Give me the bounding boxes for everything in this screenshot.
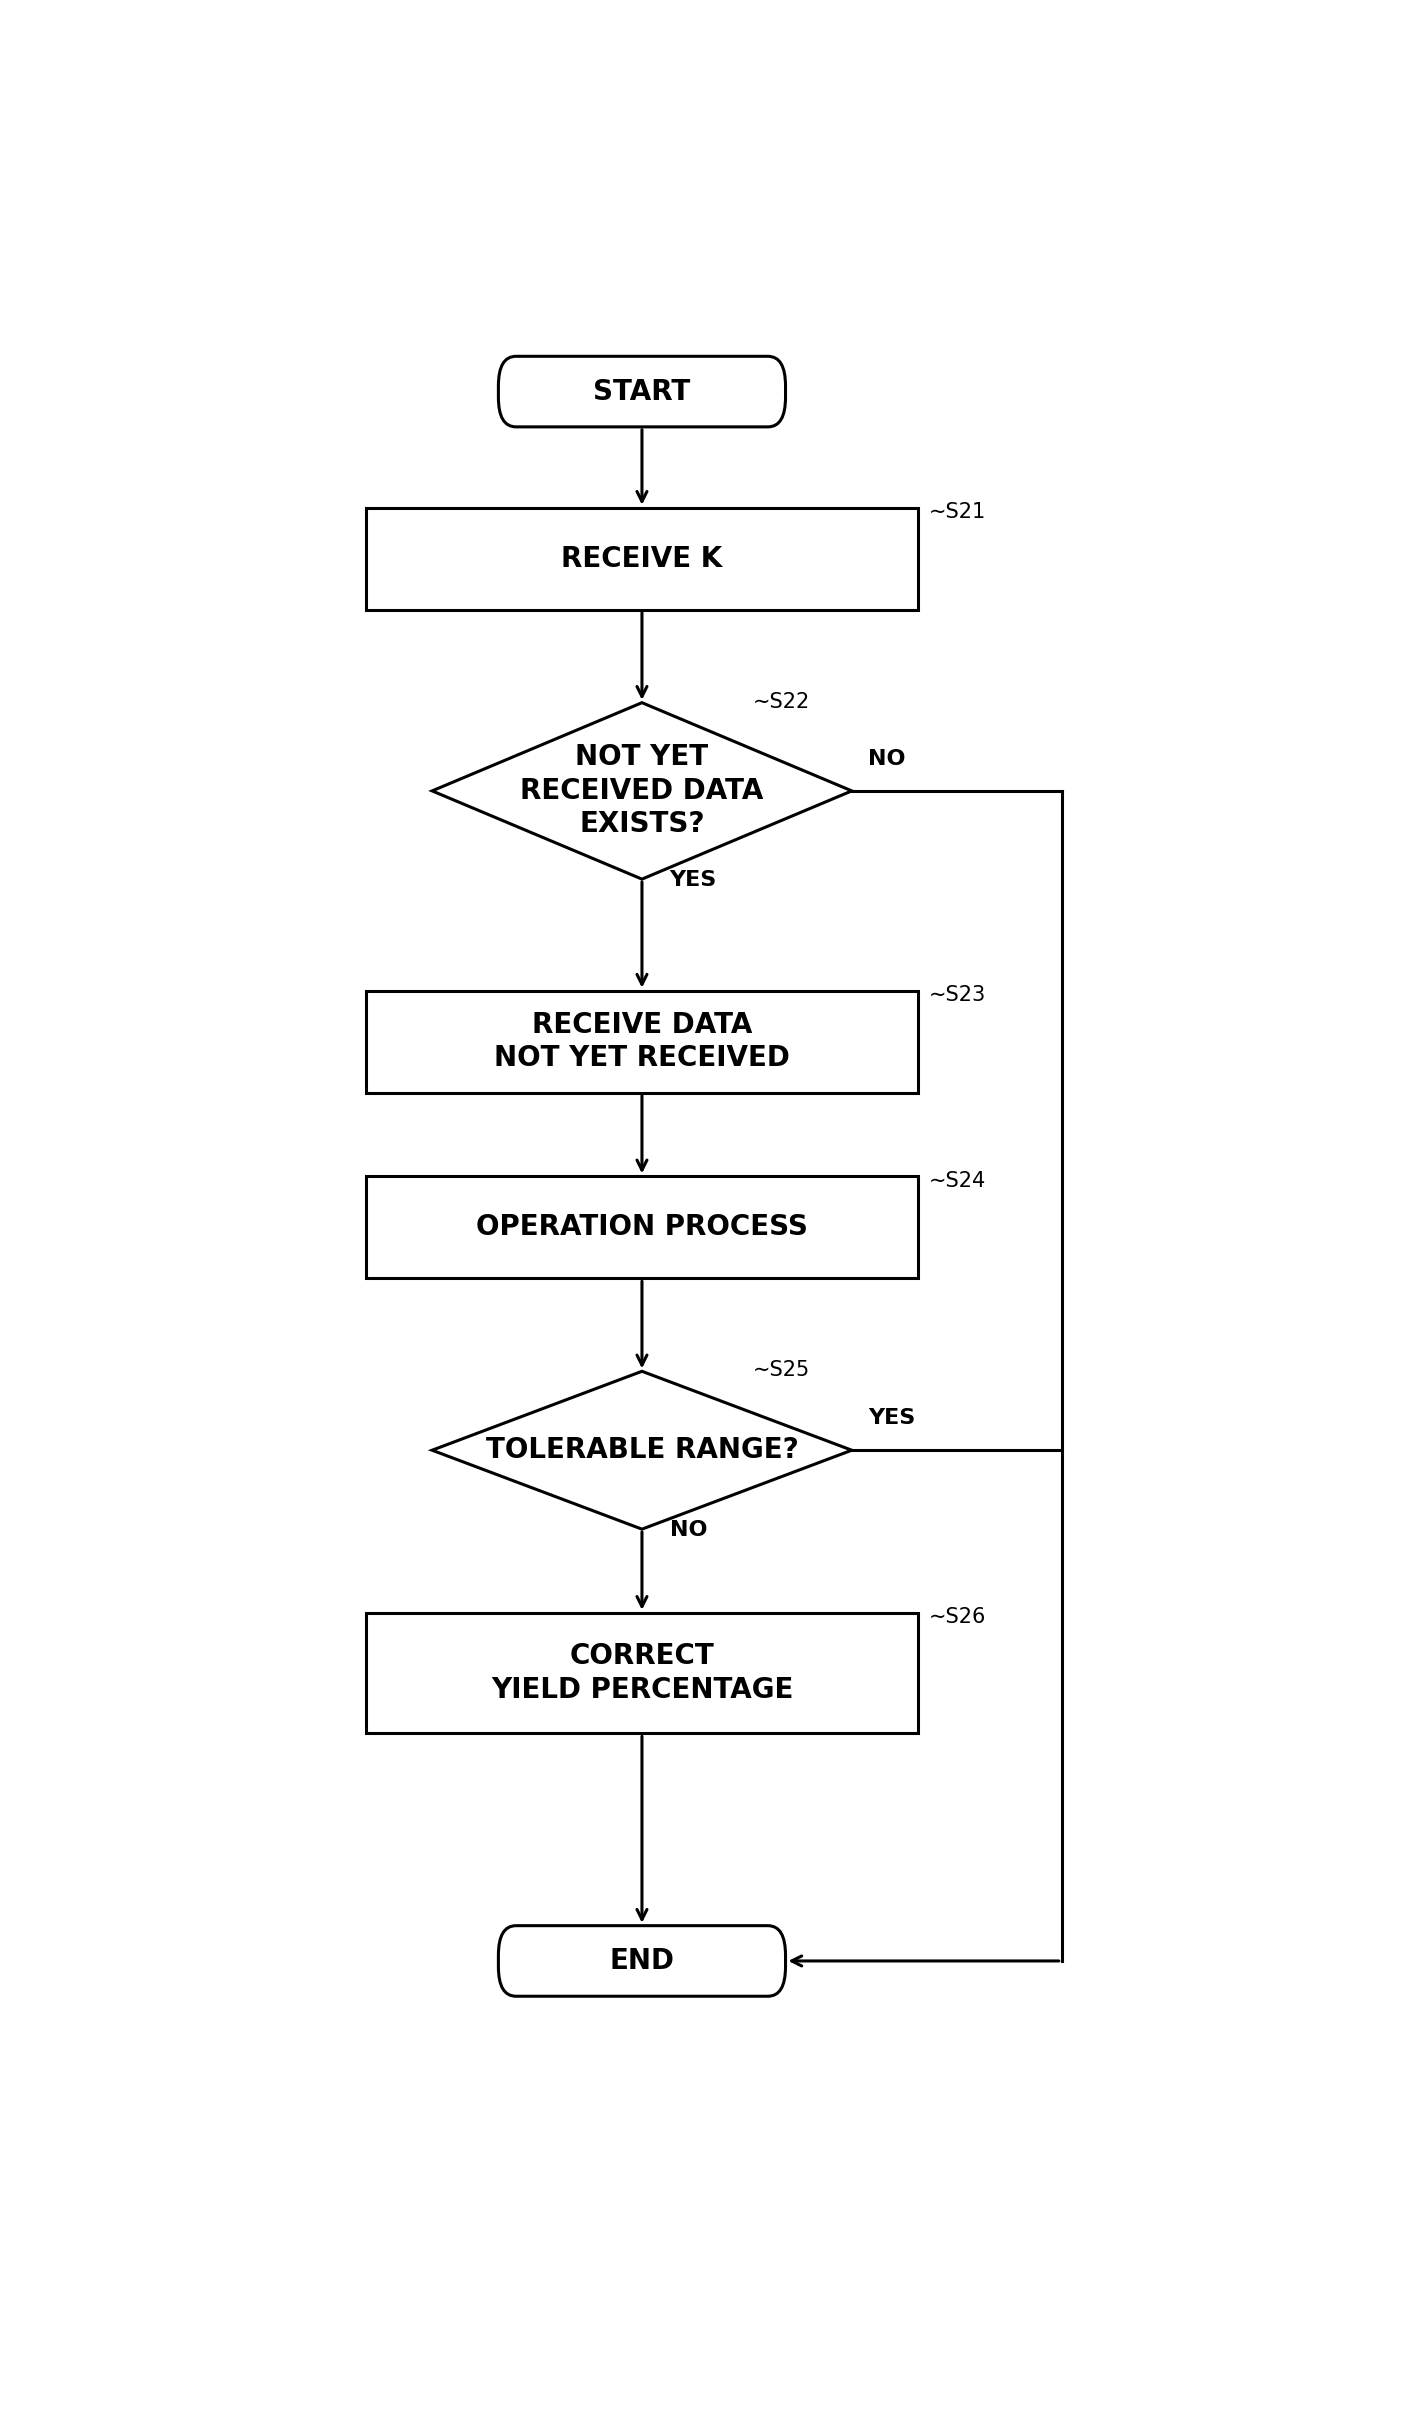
Text: YES: YES — [868, 1409, 916, 1428]
Text: ∼S22: ∼S22 — [752, 692, 809, 712]
Text: OPERATION PROCESS: OPERATION PROCESS — [476, 1213, 808, 1242]
Text: NO: NO — [868, 748, 906, 769]
Text: ∼S24: ∼S24 — [929, 1170, 986, 1192]
Bar — [366, 1177, 918, 1278]
Bar — [366, 1614, 918, 1734]
Polygon shape — [432, 1372, 852, 1529]
Text: RECEIVE K: RECEIVE K — [561, 545, 722, 572]
Text: CORRECT
YIELD PERCENTAGE: CORRECT YIELD PERCENTAGE — [490, 1643, 794, 1703]
Bar — [366, 991, 918, 1093]
FancyBboxPatch shape — [499, 1925, 785, 1997]
Text: NO: NO — [670, 1520, 707, 1539]
Text: YES: YES — [670, 871, 717, 890]
Polygon shape — [432, 702, 852, 878]
Text: ∼S21: ∼S21 — [929, 502, 986, 523]
Text: ∼S23: ∼S23 — [929, 984, 986, 1006]
Bar — [366, 507, 918, 610]
Text: START: START — [593, 379, 691, 405]
Text: ∼S26: ∼S26 — [929, 1606, 986, 1628]
FancyBboxPatch shape — [499, 357, 785, 427]
Text: END: END — [610, 1946, 674, 1975]
Text: RECEIVE DATA
NOT YET RECEIVED: RECEIVE DATA NOT YET RECEIVED — [494, 1011, 789, 1073]
Text: NOT YET
RECEIVED DATA
EXISTS?: NOT YET RECEIVED DATA EXISTS? — [520, 743, 764, 839]
Text: ∼S25: ∼S25 — [752, 1360, 809, 1380]
Text: TOLERABLE RANGE?: TOLERABLE RANGE? — [486, 1435, 798, 1464]
